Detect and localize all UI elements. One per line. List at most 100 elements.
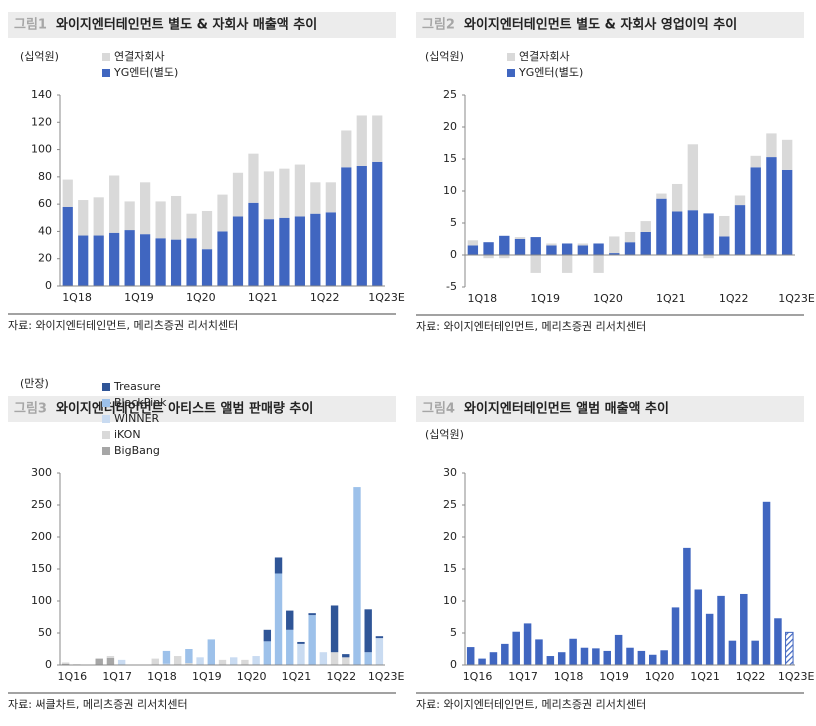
unit-label: (십억원) — [20, 50, 59, 63]
legend-swatch — [102, 399, 110, 407]
bar — [375, 636, 384, 639]
bar — [728, 640, 737, 665]
bar — [61, 662, 70, 664]
legend-swatch — [102, 431, 110, 439]
bar — [609, 253, 620, 255]
bar — [569, 638, 577, 665]
chart-title: 와이지엔터테인먼트 별도 & 자회사 매출액 추이 — [56, 17, 317, 33]
bar — [703, 213, 714, 255]
bar — [286, 610, 294, 630]
x-tick-label: 1Q20 — [593, 292, 623, 305]
bar — [499, 255, 510, 259]
y-tick-label: 80 — [38, 170, 52, 183]
bar — [61, 663, 70, 665]
bar — [694, 589, 703, 665]
bar — [308, 613, 316, 616]
legend-swatch — [507, 53, 515, 61]
bar — [514, 239, 526, 255]
y-tick-label: 5 — [450, 216, 457, 229]
bar — [310, 182, 321, 214]
bar — [106, 656, 115, 658]
bar — [609, 236, 620, 254]
bar — [781, 139, 793, 170]
x-tick-label: 1Q17 — [508, 670, 538, 683]
bar — [341, 167, 352, 286]
bar — [185, 649, 193, 664]
chart-title: 와이지엔터테인먼트 앨범 매출액 추이 — [464, 401, 669, 417]
bar — [106, 657, 115, 665]
bar — [330, 605, 339, 653]
y-tick-label: 25 — [443, 498, 457, 511]
bar — [325, 182, 336, 213]
legend-label: BigBang — [114, 444, 160, 457]
y-tick-label: 150 — [31, 562, 52, 575]
bar — [546, 656, 555, 665]
bar — [232, 172, 244, 217]
header-bar — [416, 12, 804, 38]
bar — [218, 659, 227, 665]
bar — [603, 650, 611, 665]
bar — [781, 169, 793, 255]
figure-label: 그림3 — [14, 402, 47, 417]
y-tick-label: 300 — [31, 466, 52, 479]
y-tick-label: 20 — [443, 530, 457, 543]
bar — [577, 245, 589, 255]
bar — [217, 194, 228, 232]
x-tick-label: 1Q21 — [690, 670, 720, 683]
legend-swatch — [102, 53, 110, 61]
bar — [660, 650, 668, 665]
y-tick-label: 20 — [443, 120, 457, 133]
source: 자료: 와이지엔터테인먼트, 메리츠증권 리서치센터 — [8, 319, 238, 332]
bar — [734, 205, 746, 255]
bar — [467, 245, 479, 255]
bar — [186, 238, 197, 286]
bar — [252, 656, 260, 665]
bar — [274, 557, 283, 574]
bar — [364, 609, 372, 653]
bar — [683, 547, 691, 665]
bar — [637, 650, 646, 665]
x-tick-label: 1Q22 — [310, 291, 340, 304]
y-tick-label: 120 — [31, 115, 52, 128]
bar — [151, 658, 159, 665]
bar — [140, 182, 151, 235]
figure-label: 그림1 — [14, 18, 47, 33]
x-tick-label: 1Q16 — [463, 670, 493, 683]
x-tick-label: 1Q20 — [237, 670, 267, 683]
header-bar — [8, 12, 396, 38]
x-tick-label: 1Q18 — [62, 291, 92, 304]
bar — [478, 658, 486, 665]
bar — [523, 623, 532, 665]
legend-label: YG엔터(별도) — [518, 66, 583, 79]
bar — [279, 217, 290, 286]
bar — [364, 652, 372, 665]
y-tick-label: 0 — [450, 658, 457, 671]
y-tick-label: 0 — [450, 248, 457, 261]
x-tick-label: 1Q22 — [326, 670, 356, 683]
bar — [580, 647, 589, 665]
bar — [671, 607, 680, 665]
bar — [308, 615, 316, 665]
bar — [124, 230, 135, 286]
source: 자료: 와이지엔터테인먼트, 메리츠증권 리서치센터 — [416, 320, 646, 333]
bar — [294, 164, 305, 217]
bar — [750, 167, 761, 255]
bar — [499, 235, 510, 255]
bar — [297, 643, 305, 665]
bar — [740, 593, 748, 665]
bar — [170, 195, 182, 240]
bar — [592, 648, 600, 665]
y-tick-label: -5 — [446, 280, 457, 293]
x-tick-label: 1Q17 — [102, 670, 132, 683]
bar — [624, 231, 636, 243]
x-tick-label: 1Q21 — [656, 292, 686, 305]
bar — [162, 663, 171, 665]
legend-label: Treasure — [113, 380, 161, 393]
x-tick-label: 1Q23E — [368, 291, 405, 304]
y-tick-label: 40 — [38, 224, 52, 237]
bar — [230, 657, 238, 665]
bar — [232, 216, 244, 286]
x-tick-label: 1Q19 — [530, 292, 560, 305]
bar — [241, 659, 249, 665]
